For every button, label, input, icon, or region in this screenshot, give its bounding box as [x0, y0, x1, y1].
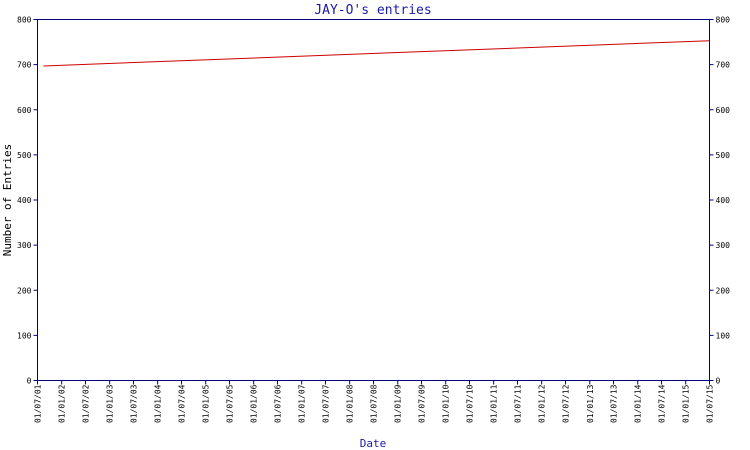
x-tick-label: 01/07/13: [610, 384, 619, 423]
x-tick-label: 01/01/08: [346, 384, 355, 423]
y-tick-label-right: 200: [716, 286, 731, 295]
y-tick-label-right: 500: [716, 151, 731, 160]
x-tick-label: 01/07/09: [418, 384, 427, 423]
x-tick-label: 01/01/13: [586, 384, 595, 423]
x-tick-label: 01/07/14: [658, 384, 667, 423]
x-tick-label: 01/07/02: [81, 384, 90, 423]
x-tick-label: 01/07/03: [129, 384, 138, 423]
y-tick-label-right: 300: [716, 241, 731, 250]
y-tick-label-right: 100: [716, 331, 731, 340]
x-tick-label: 01/01/09: [394, 384, 403, 423]
x-tick-label: 01/07/05: [226, 384, 235, 423]
x-tick-label: 01/01/07: [298, 384, 307, 423]
y-tick-label-left: 600: [17, 106, 32, 115]
y-tick-label-right: 800: [716, 16, 731, 25]
series-line-0: [43, 40, 710, 67]
series-layer: [43, 40, 710, 67]
y-tick-label-left: 200: [17, 286, 32, 295]
x-tick-label: 01/01/05: [202, 384, 211, 423]
y-tick-label-left: 100: [17, 331, 32, 340]
plot-area: [37, 19, 710, 381]
x-tick-label: 01/07/11: [513, 384, 522, 423]
y-tick-label-left: 0: [27, 377, 32, 386]
x-tick-label: 01/07/08: [370, 384, 379, 423]
y-tick-label-left: 400: [17, 196, 32, 205]
y-tick-label-right: 600: [716, 106, 731, 115]
chart-title: JAY-O's entries: [314, 3, 431, 18]
y-axis-label: Number of Entries: [1, 144, 14, 257]
x-tick-label: 01/01/12: [538, 384, 547, 423]
y-axis-left: 0 100 200 300 400 500 600 700 800: [17, 16, 38, 386]
y-tick-label-left: 700: [17, 61, 32, 70]
x-tick-label: 01/07/15: [706, 384, 715, 423]
x-tick-label: 01/07/01: [34, 384, 43, 423]
x-tick-label: 01/07/10: [466, 384, 475, 423]
x-tick-label: 01/01/04: [154, 384, 163, 423]
y-tick-label-left: 300: [17, 241, 32, 250]
x-tick-label: 01/01/03: [106, 384, 115, 423]
x-tick-label: 01/01/11: [490, 384, 499, 423]
y-axis-right: 0 100 200 300 400 500 600 700 800: [709, 16, 731, 386]
x-tick-label: 01/07/12: [562, 384, 571, 423]
x-tick-label: 01/01/06: [250, 384, 259, 423]
y-tick-label-left: 500: [17, 151, 32, 160]
y-tick-label-right: 400: [716, 196, 731, 205]
x-tick-label: 01/07/07: [321, 384, 330, 423]
x-tick-label: 01/01/15: [682, 384, 691, 423]
y-tick-label-right: 0: [716, 377, 721, 386]
x-tick-label: 01/01/10: [442, 384, 451, 423]
x-tick-label: 01/07/04: [178, 384, 187, 423]
x-axis-label: Date: [360, 437, 387, 450]
y-tick-label-left: 800: [17, 16, 32, 25]
x-tick-label: 01/01/14: [634, 384, 643, 423]
x-tick-label: 01/01/02: [58, 384, 67, 423]
x-tick-label: 01/07/06: [273, 384, 282, 423]
x-axis: 01/07/01 01/01/02 01/07/02 01/01/03 01/07/03…: [34, 380, 715, 423]
y-tick-label-right: 700: [716, 61, 731, 70]
